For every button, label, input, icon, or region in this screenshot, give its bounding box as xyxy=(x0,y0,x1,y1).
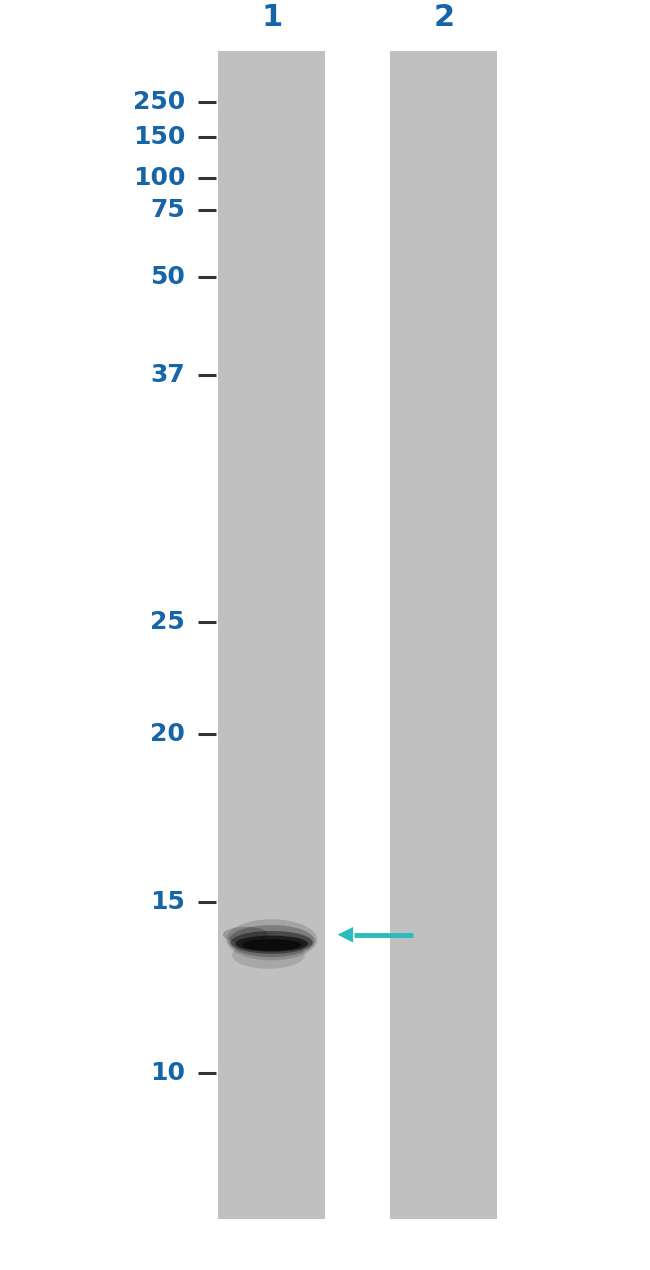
Text: 100: 100 xyxy=(133,166,185,189)
Text: 50: 50 xyxy=(150,265,185,288)
Text: 20: 20 xyxy=(150,723,185,745)
Text: 250: 250 xyxy=(133,90,185,113)
Bar xyxy=(390,51,497,1219)
Text: 15: 15 xyxy=(150,890,185,913)
Bar xyxy=(218,51,325,1219)
Ellipse shape xyxy=(232,941,305,969)
Ellipse shape xyxy=(229,925,315,958)
Text: 37: 37 xyxy=(151,363,185,386)
Text: 75: 75 xyxy=(151,198,185,221)
Text: 25: 25 xyxy=(151,611,185,634)
Text: 2: 2 xyxy=(434,3,454,32)
Text: 10: 10 xyxy=(150,1062,185,1085)
Ellipse shape xyxy=(226,919,317,960)
Text: 1: 1 xyxy=(261,3,282,32)
Text: 150: 150 xyxy=(133,126,185,149)
Ellipse shape xyxy=(223,927,268,942)
Ellipse shape xyxy=(231,931,313,954)
Ellipse shape xyxy=(242,940,301,950)
Ellipse shape xyxy=(235,936,308,951)
